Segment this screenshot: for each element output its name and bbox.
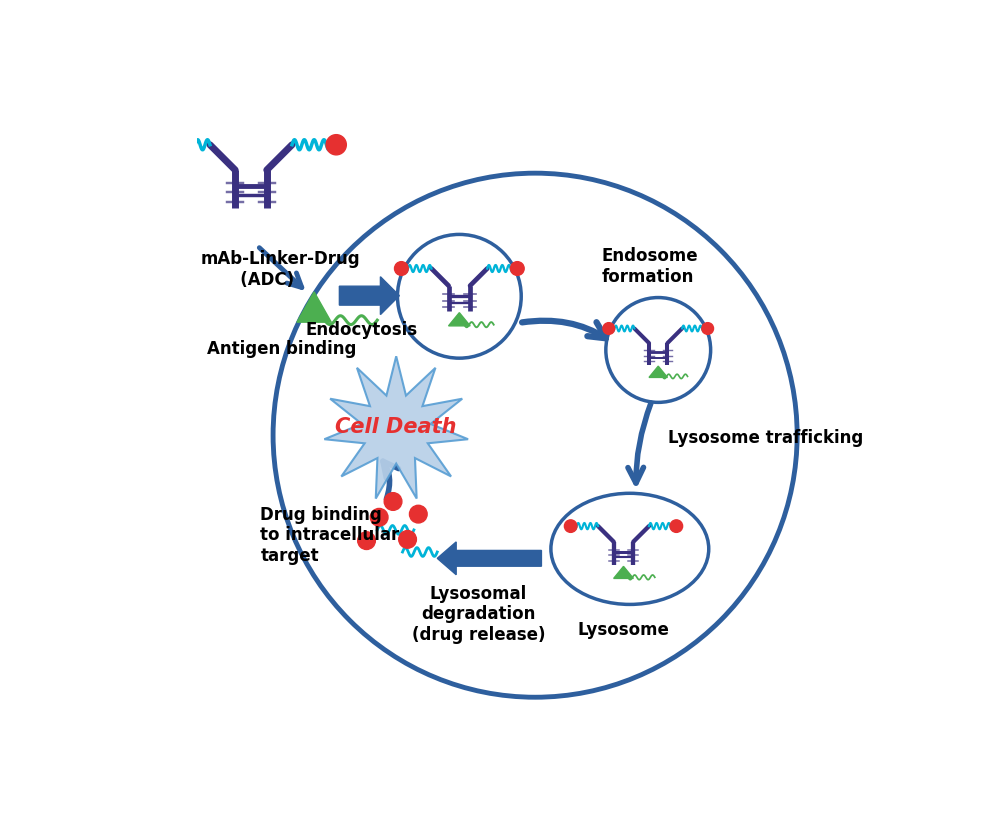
Circle shape: [603, 324, 615, 335]
Polygon shape: [614, 567, 634, 579]
Circle shape: [394, 262, 408, 276]
Polygon shape: [324, 357, 468, 499]
Circle shape: [670, 520, 683, 532]
Circle shape: [409, 505, 427, 523]
Circle shape: [357, 532, 375, 550]
Polygon shape: [297, 292, 331, 323]
FancyArrow shape: [437, 542, 542, 575]
Ellipse shape: [551, 494, 709, 604]
Text: Cell Death: Cell Death: [335, 416, 456, 437]
Circle shape: [273, 174, 797, 698]
Circle shape: [511, 262, 525, 276]
Text: mAb-Linker-Drug
       (ADC): mAb-Linker-Drug (ADC): [200, 250, 360, 288]
Circle shape: [397, 235, 522, 359]
Polygon shape: [448, 313, 470, 327]
Circle shape: [606, 298, 711, 403]
Text: Endosome
formation: Endosome formation: [602, 247, 698, 285]
FancyArrow shape: [339, 278, 399, 315]
Text: Drug binding
to intracellular
target: Drug binding to intracellular target: [260, 505, 399, 564]
Circle shape: [565, 520, 577, 532]
Text: Endocytosis: Endocytosis: [305, 320, 417, 338]
Polygon shape: [649, 367, 668, 378]
Circle shape: [702, 324, 714, 335]
Text: Lysosome: Lysosome: [578, 621, 670, 639]
Circle shape: [326, 135, 346, 156]
Text: Lysosomal
degradation
(drug release): Lysosomal degradation (drug release): [411, 584, 545, 644]
Text: Antigen binding: Antigen binding: [207, 339, 356, 357]
Circle shape: [384, 493, 401, 511]
Circle shape: [155, 135, 176, 156]
Text: Lysosome trafficking: Lysosome trafficking: [668, 428, 863, 446]
Circle shape: [398, 531, 416, 549]
Circle shape: [370, 509, 388, 527]
